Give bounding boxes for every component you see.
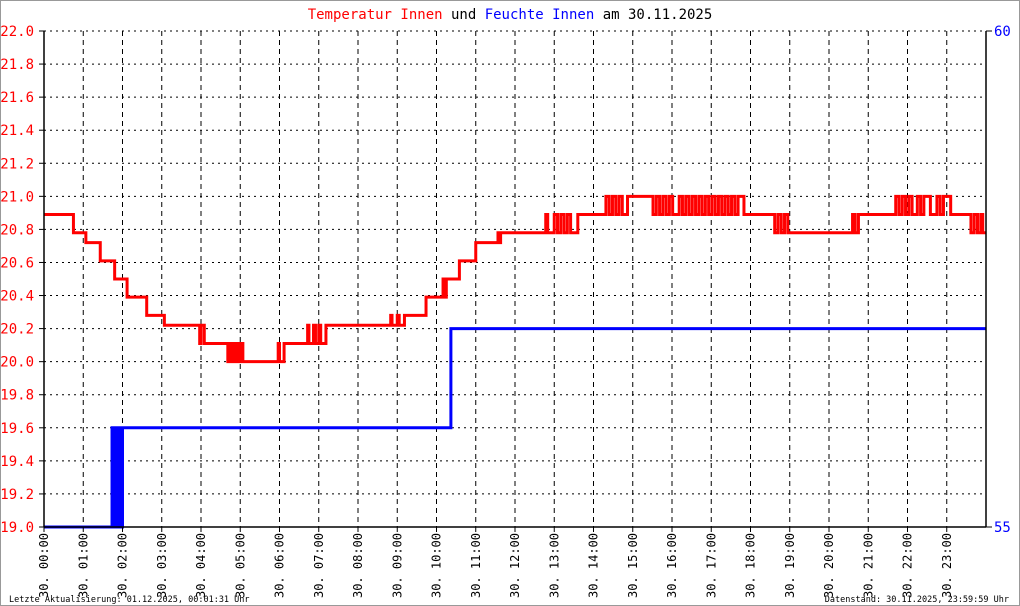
x-tick-label: 30. 22:00 (901, 533, 915, 598)
chart-title: Temperatur Innen und Feuchte Innen am 30… (308, 7, 713, 23)
title-part-3: am 30.11.2025 (594, 7, 712, 23)
x-tick-label: 30. 01:00 (76, 533, 90, 598)
x-tick-label: 30. 04:00 (194, 533, 208, 598)
x-tick-label: 30. 10:00 (430, 533, 444, 598)
footer-data-status: Datenstand: 30.11.2025, 23:59:59 Uhr (825, 595, 1009, 605)
y-left-tick-label: 20.2 (1, 322, 34, 338)
footer-last-update: Letzte Aktualisierung: 01.12.2025, 00:01… (9, 595, 250, 605)
x-tick-label: 30. 16:00 (665, 533, 679, 598)
grid (44, 30, 986, 527)
axes: 19.0 19.2 19.4 19.6 19.8 20.0 20.2 20.4 20.6 20.8… (1, 24, 1011, 598)
series-layer (44, 194, 986, 529)
x-tick-label: 30. 07:00 (312, 533, 326, 598)
x-tick-label: 30. 20:00 (822, 533, 836, 598)
x-tick-label: 30. 14:00 (587, 533, 601, 598)
x-tick-label: 30. 23:00 (940, 533, 954, 598)
y-left-tick-label: 19.8 (1, 388, 34, 404)
y-left-tick-label: 19.0 (1, 520, 34, 536)
x-tick-label: 30. 08:00 (351, 533, 365, 598)
x-tick-label: 30. 02:00 (116, 533, 130, 598)
y-left-tick-label: 21.0 (1, 189, 34, 205)
y-left-tick-label: 20.6 (1, 255, 34, 271)
x-tick-label: 30. 03:00 (155, 533, 169, 598)
y-left-tick-label: 21.2 (1, 156, 34, 172)
y-left-tick-label: 21.8 (1, 57, 34, 73)
x-tick-label: 30. 18:00 (744, 533, 758, 598)
y-right-tick-label: 55 (994, 520, 1011, 536)
y-left-tick-label: 22.0 (1, 24, 34, 40)
x-tick-label: 30. 17:00 (704, 533, 718, 598)
x-tick-label: 30. 00:00 (37, 533, 51, 598)
y-right-tick-label: 60 (994, 24, 1011, 40)
title-part-1: und (443, 7, 485, 23)
y-left-tick-label: 20.0 (1, 355, 34, 371)
x-tick-label: 30. 15:00 (626, 533, 640, 598)
y-left-tick-label: 19.2 (1, 487, 34, 503)
temperature-line (44, 194, 986, 364)
title-part-0: Temperatur Innen (308, 7, 443, 23)
y-left-tick-label: 21.6 (1, 90, 34, 106)
title-part-2: Feuchte Innen (485, 7, 595, 23)
x-tick-label: 30. 09:00 (390, 533, 404, 598)
x-tick-label: 30. 11:00 (469, 533, 483, 598)
x-tick-label: 30. 05:00 (233, 533, 247, 598)
y-left-tick-label: 19.6 (1, 421, 34, 437)
x-tick-label: 30. 06:00 (273, 533, 287, 598)
y-left-tick-label: 20.8 (1, 222, 34, 238)
y-left-tick-label: 21.4 (1, 123, 34, 139)
x-tick-label: 30. 19:00 (783, 533, 797, 598)
x-tick-label: 30. 21:00 (861, 533, 875, 598)
y-left-tick-label: 20.4 (1, 289, 34, 305)
y-left-tick-label: 19.4 (1, 454, 34, 470)
x-tick-label: 30. 13:00 (547, 533, 561, 598)
x-tick-label: 30. 12:00 (508, 533, 522, 598)
